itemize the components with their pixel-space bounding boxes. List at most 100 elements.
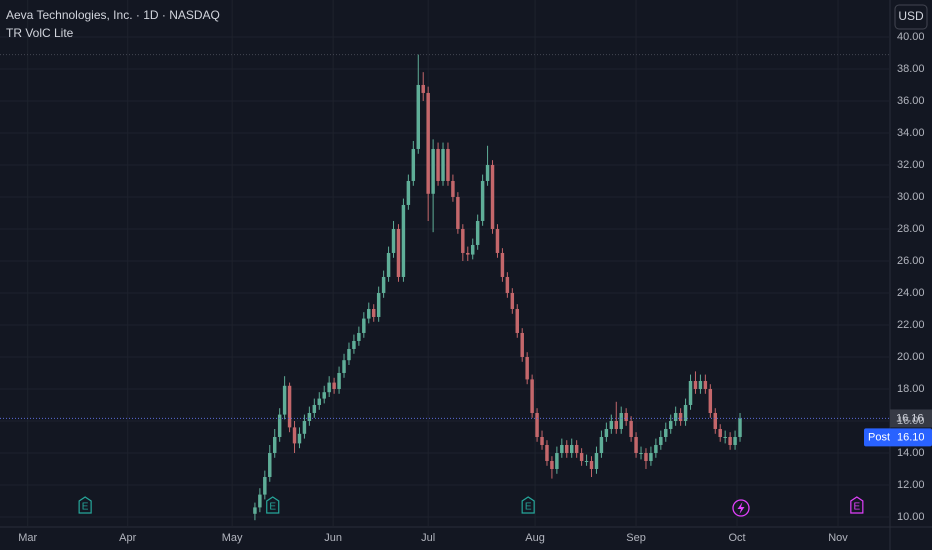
candle-body <box>634 436 638 453</box>
candle-body <box>540 436 544 445</box>
candle-body <box>302 420 307 434</box>
x-tick-label: Apr <box>119 532 136 544</box>
grid <box>0 0 890 527</box>
candle-body <box>470 244 475 255</box>
candle-body <box>659 436 663 445</box>
candle-body <box>609 420 614 429</box>
candle-body <box>490 164 495 229</box>
event-label: E <box>269 502 276 513</box>
candle-body <box>258 494 262 508</box>
y-tick-label: 12.00 <box>897 479 925 491</box>
y-tick-label: 36.00 <box>897 95 925 107</box>
candle-body <box>317 398 322 405</box>
post-price: 16.10 <box>897 431 925 443</box>
candle-body <box>718 428 722 437</box>
candle-body <box>614 420 619 429</box>
overlay: 16.16 Post 16.10 E E E E <box>0 54 932 514</box>
event-marker <box>78 496 92 514</box>
y-tick-label: 38.00 <box>897 63 925 75</box>
candle-body <box>545 444 549 461</box>
candle-body <box>495 228 500 253</box>
candle-body <box>525 356 529 380</box>
x-tick-label: Sep <box>626 532 646 544</box>
candle-body <box>322 392 326 399</box>
candles <box>253 54 742 521</box>
candle-body <box>733 436 737 445</box>
post-box <box>864 428 932 447</box>
candle-body <box>337 372 341 389</box>
candle-body <box>357 332 361 341</box>
candle-body <box>629 420 633 437</box>
candle-body <box>668 420 673 429</box>
candle-body <box>347 348 351 361</box>
event-marker <box>850 496 864 514</box>
y-tick-label: 24.00 <box>897 287 925 299</box>
candle-body <box>367 308 371 319</box>
event-label: E <box>853 502 860 513</box>
currency-label[interactable]: USD <box>898 9 924 23</box>
post-label: Post <box>868 431 890 443</box>
candle-body <box>569 444 574 453</box>
y-tick-label: 32.00 <box>897 159 925 171</box>
x-tick-label: Jul <box>421 532 435 544</box>
candle-body <box>703 380 708 389</box>
event-marker <box>266 496 280 514</box>
x-tick-label: Jun <box>324 532 342 544</box>
candle-body <box>619 412 623 429</box>
candle-body <box>584 460 589 462</box>
candle-body <box>579 452 584 461</box>
x-tick-label: Mar <box>18 532 37 544</box>
candle-body <box>396 228 401 277</box>
candle-body <box>510 292 515 309</box>
event-marker <box>521 496 535 514</box>
y-tick-label: 26.00 <box>897 255 925 267</box>
candle-body <box>431 148 435 194</box>
currency-button[interactable] <box>894 4 928 30</box>
candle-body <box>560 444 564 453</box>
candle-body <box>574 444 579 453</box>
candle-body <box>253 507 257 514</box>
candle-body <box>678 412 683 421</box>
candle-body <box>272 436 277 453</box>
event-label: E <box>525 502 532 513</box>
candle-body <box>520 332 524 357</box>
y-tick-label: 20.00 <box>897 351 925 363</box>
candle-body <box>371 308 376 317</box>
chart-title: Aeva Technologies, Inc. · 1D · NASDAQ <box>6 8 220 22</box>
candle-body <box>624 412 628 421</box>
candle-body <box>332 382 336 389</box>
candle-body <box>426 92 430 194</box>
x-tick-label: Aug <box>525 532 545 544</box>
y-tick-label: 14.00 <box>897 447 925 459</box>
candle-body <box>550 460 554 469</box>
x-tick-label: Nov <box>828 532 848 544</box>
candle-body <box>282 385 287 415</box>
candle-body <box>673 412 678 421</box>
candle-body <box>485 164 490 181</box>
candle-body <box>461 228 465 253</box>
candle-body <box>401 204 406 277</box>
candle-body <box>530 379 534 413</box>
candle-body <box>708 388 713 413</box>
y-tick-label: 30.00 <box>897 191 925 203</box>
candle-body <box>327 382 331 393</box>
candle-body <box>263 476 267 495</box>
candle-body <box>599 436 604 453</box>
candle-body <box>713 412 717 429</box>
candle-body <box>505 276 510 293</box>
candle-body <box>411 148 416 181</box>
candle-body <box>723 436 727 438</box>
candle-body <box>654 444 658 453</box>
candle-body <box>456 196 460 229</box>
candle-body <box>683 404 688 421</box>
candle-body <box>268 452 272 477</box>
candle-body <box>604 428 609 437</box>
candle-body <box>664 428 668 437</box>
candle-body <box>362 318 366 333</box>
candle-body <box>391 228 396 253</box>
candle-body <box>421 84 425 93</box>
y-tick-label: 18.00 <box>897 383 925 395</box>
